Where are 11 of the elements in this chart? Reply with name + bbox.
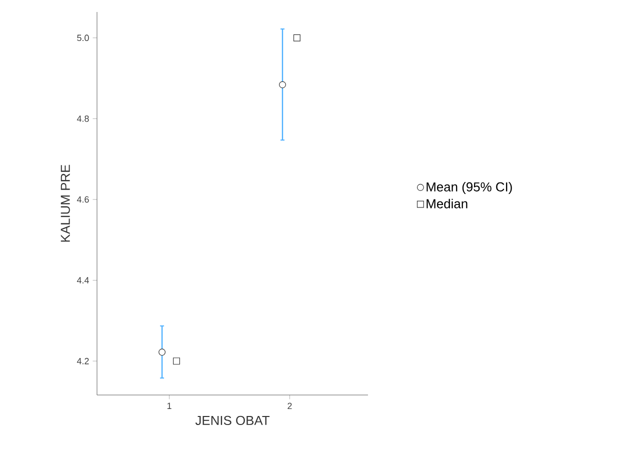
x-tick-label: 1 <box>167 402 172 409</box>
y-tick-label: 5.0 <box>77 34 89 42</box>
y-tick-label: 4.8 <box>76 115 89 122</box>
legend-label: Median <box>426 198 468 208</box>
x-axis-title: JENIS OBAT <box>195 416 270 426</box>
y-tick-label: 4.2 <box>76 358 89 364</box>
legend-label: Mean (95% CI) <box>426 182 512 194</box>
y-axis-title: KALIUM PRE <box>60 164 70 242</box>
x-tick-label: 2 <box>288 402 292 410</box>
y-tick-label: 4.6 <box>76 196 89 203</box>
y-tick-label: 4.4 <box>76 277 89 284</box>
